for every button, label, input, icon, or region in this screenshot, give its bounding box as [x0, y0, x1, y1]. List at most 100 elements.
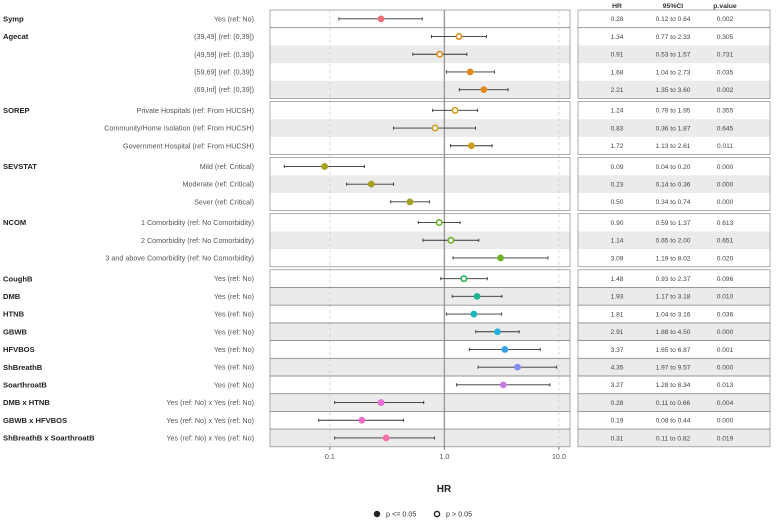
hr-point	[377, 15, 385, 23]
table-row-band	[578, 393, 770, 412]
ci-value: 0.12 to 0.64	[656, 16, 691, 23]
p-value: 0.013	[717, 382, 734, 389]
table-panel-border	[577, 157, 771, 212]
table-panel-border	[577, 101, 771, 155]
variable-label: SoarthroatB	[3, 380, 47, 389]
level-label: (39,49] (ref: (0,39])	[194, 32, 254, 41]
ci-value: 0.65 to 2.00	[656, 238, 691, 245]
p-value: 0.000	[717, 329, 734, 336]
table-row-band	[578, 119, 770, 137]
ci-value: 0.93 to 2.37	[656, 276, 691, 283]
x-axis: HR 0.1 1.0 10.0	[325, 446, 566, 495]
plot-row-band	[270, 80, 570, 99]
legend-open-marker	[433, 510, 441, 518]
table-panel-border	[577, 428, 771, 448]
hr-point	[382, 434, 390, 442]
ci-value: 1.97 to 9.57	[656, 364, 691, 371]
variable-label: Symp	[3, 14, 24, 23]
p-value: 0.002	[717, 87, 734, 94]
ci-value: 1.88 to 4.50	[656, 329, 691, 336]
variable-label: CoughB	[3, 274, 33, 283]
ci-value: 0.59 to 1.37	[656, 220, 691, 227]
plot-panel-border	[269, 269, 571, 288]
level-label: Yes (ref: No) x Yes (ref: No)	[166, 433, 254, 442]
variable-label: HTNB	[3, 310, 25, 319]
x-axis-title: HR	[437, 484, 452, 495]
ci-value: 0.11 to 0.66	[656, 400, 691, 407]
header-ci: 95%CI	[663, 3, 684, 10]
hr-value: 1.34	[611, 34, 624, 41]
grid-lines	[329, 10, 560, 447]
hr-value: 1.48	[611, 276, 624, 283]
x-tick-label: 1.0	[439, 452, 449, 461]
level-label: Private Hospitals (ref: From HUCSH)	[137, 106, 254, 115]
p-value: 0.004	[717, 400, 734, 407]
p-value: 0.011	[717, 143, 733, 150]
variable-label: DMB x HTNB	[3, 398, 50, 407]
plot-row-band	[270, 358, 570, 376]
ci-value: 0.36 to 1.87	[656, 125, 691, 132]
hr-point	[406, 198, 414, 206]
table-row-band	[578, 45, 770, 64]
variable-label: NCOM	[3, 218, 26, 227]
level-label: (69,Inf] (ref: (0,39])	[194, 85, 254, 94]
plot-row-band	[270, 322, 570, 341]
plot-panel-border	[269, 157, 571, 212]
level-label: Yes (ref: No)	[214, 380, 254, 389]
level-label: 2 Comorbidity (ref: No Comorbidity)	[141, 236, 254, 245]
hr-point	[367, 180, 375, 188]
row-labels: Symp Yes (ref: No) Agecat (39,49] (ref: (0,…	[3, 14, 254, 442]
level-label: Sever (ref: Critical)	[194, 197, 254, 206]
ci-value: 0.04 to 0.20	[656, 164, 691, 171]
table-headers: HR 95%CI p.value	[612, 3, 737, 10]
plot-panel-border	[269, 27, 571, 99]
p-value: 0.096	[717, 276, 734, 283]
hr-value: 2.91	[611, 329, 624, 336]
level-label: Yes (ref: No)	[214, 292, 254, 301]
plot-panel-border	[269, 411, 571, 430]
level-label: Moderate (ref: Critical)	[183, 180, 255, 189]
plot-row-band	[270, 231, 570, 250]
hr-point	[480, 86, 488, 94]
level-label: Yes (ref: No)	[214, 363, 254, 372]
ci-value: 1.04 to 2.73	[656, 69, 691, 76]
p-value: 0.035	[717, 69, 734, 76]
hr-point	[377, 399, 385, 406]
hr-value: 1.68	[611, 69, 624, 76]
ci-value: 1.35 to 3.60	[656, 87, 691, 94]
hr-value: 4.35	[611, 364, 624, 371]
hr-value: 1.81	[611, 311, 624, 318]
p-value: 0.305	[717, 34, 734, 41]
ci-value: 1.65 to 6.87	[656, 347, 691, 354]
hr-point	[473, 292, 481, 300]
p-value: 0.000	[717, 164, 734, 171]
plot-panel-border	[269, 213, 571, 268]
level-label: 1 Comorbidity (ref: No Comorbidity)	[141, 218, 254, 227]
ci-value: 1.19 to 8.02	[656, 255, 691, 262]
variable-label: GBWB x HFVBOS	[3, 416, 67, 425]
ci-value: 0.11 to 0.82	[656, 435, 691, 442]
p-value: 0.020	[717, 255, 734, 262]
variable-label: Agecat	[3, 32, 29, 41]
hr-value: 1.14	[611, 238, 624, 245]
hr-point	[466, 68, 474, 76]
p-value: 0.036	[717, 311, 734, 318]
level-label: Government Hospital (ref: From HUCSH)	[123, 141, 254, 150]
hr-point	[467, 142, 475, 150]
estimate-table: 0.28 0.12 to 0.64 0.002 1.34 0.77 to 2.33 0.3…	[611, 16, 734, 442]
level-label: Mild (ref: Critical)	[200, 162, 254, 171]
p-value: 0.010	[717, 294, 734, 301]
hr-value: 2.21	[611, 87, 624, 94]
hr-point	[321, 163, 329, 170]
ci-value: 0.14 to 0.36	[656, 181, 691, 188]
header-pvalue: p.value	[713, 3, 737, 10]
hr-point	[447, 236, 455, 244]
row-bands	[270, 45, 770, 447]
plot-panel-border	[269, 304, 571, 324]
legend: p <= 0.05 p > 0.05	[373, 510, 472, 519]
p-value: 0.651	[717, 238, 734, 245]
level-label: Community/Home Isolation (ref: From HUCS…	[104, 124, 254, 133]
p-value: 0.000	[717, 364, 734, 371]
p-value: 0.731	[717, 52, 734, 59]
hr-point	[494, 328, 501, 336]
